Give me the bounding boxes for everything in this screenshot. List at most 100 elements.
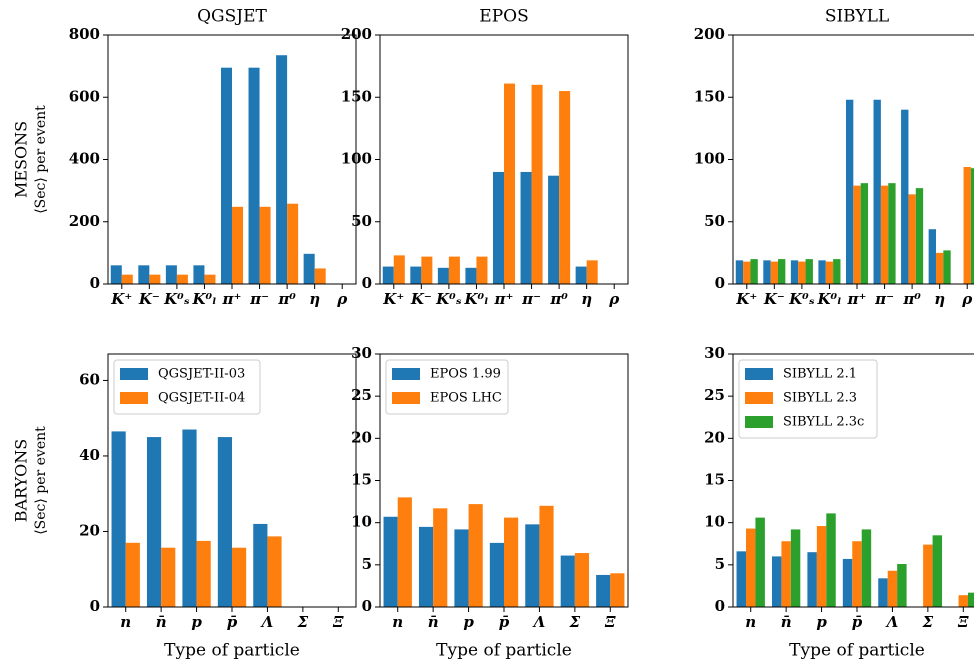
bar	[853, 185, 861, 284]
y-tick-label: 50	[704, 212, 725, 230]
x-tick-label: K⁺	[382, 290, 404, 308]
y-tick-label: 20	[704, 428, 725, 446]
bar	[575, 266, 587, 284]
x-tick-label: K⁰ₗ	[191, 290, 216, 308]
bar	[433, 508, 448, 607]
x-tick-label: p̄	[852, 613, 863, 631]
x-tick-label: η	[581, 290, 592, 308]
y-tick-label: 100	[694, 150, 725, 168]
y-tick-label: 20	[351, 428, 372, 446]
y-tick-label: 0	[90, 597, 100, 615]
bar	[963, 166, 971, 284]
bar	[111, 431, 126, 607]
bar	[833, 259, 841, 284]
legend-swatch	[745, 416, 773, 428]
x-tick-label: ρ	[336, 290, 348, 308]
y-axis-label: BARYONS	[12, 439, 31, 523]
bar	[437, 267, 449, 284]
bar	[928, 229, 936, 284]
x-tick-label: n	[120, 613, 131, 631]
bar	[476, 256, 488, 284]
bar	[932, 535, 943, 607]
legend-label: QGSJET-II-04	[158, 391, 245, 406]
y-axis-label: ⟨Sec⟩ per event	[33, 105, 49, 214]
legend-label: SIBYLL 2.3c	[783, 415, 864, 430]
x-tick-label: π⁰	[277, 290, 296, 308]
bar	[860, 183, 869, 284]
x-tick-label: π⁻	[249, 290, 269, 308]
x-tick-label: Σ	[569, 613, 581, 631]
bar	[743, 261, 751, 284]
y-axis-label: ⟨Sec⟩ per event	[33, 426, 49, 535]
bar	[382, 266, 394, 284]
axes-frame	[379, 353, 629, 608]
bar	[735, 260, 744, 284]
x-tick-label: p̄	[227, 613, 238, 631]
bar	[826, 513, 836, 607]
bar	[393, 255, 405, 284]
bar	[790, 529, 801, 607]
bar	[314, 268, 326, 284]
x-tick-label: K⁺	[735, 290, 757, 308]
legend-swatch	[120, 392, 148, 404]
bar	[968, 592, 974, 607]
y-tick-label: 5	[362, 555, 372, 573]
x-tick-label: K⁰ₛ	[163, 290, 190, 308]
y-tick-label: 0	[715, 597, 725, 615]
x-tick-label: p	[463, 613, 474, 631]
bar	[253, 523, 268, 607]
bar	[560, 555, 575, 607]
y-tick-label: 30	[704, 344, 725, 362]
bar	[287, 203, 299, 284]
chart-title: SIBYLL	[825, 7, 889, 27]
x-tick-label: Λ	[260, 613, 274, 631]
bar	[454, 529, 469, 607]
bar	[816, 526, 827, 607]
x-tick-label: Ξ	[604, 613, 616, 631]
bar	[110, 265, 122, 284]
legend-label: EPOS LHC	[430, 391, 502, 406]
y-tick-label: 0	[715, 274, 725, 292]
bar	[539, 505, 554, 607]
bar	[146, 437, 162, 607]
x-tick-label: Ξ	[957, 613, 969, 631]
bar	[410, 266, 422, 284]
y-tick-label: 150	[341, 87, 372, 105]
bar	[193, 265, 205, 284]
x-tick-label: π⁺	[222, 290, 242, 308]
legend-label: SIBYLL 2.3	[783, 391, 857, 406]
x-tick-label: η	[309, 290, 320, 308]
bar	[559, 91, 571, 285]
y-tick-label: 200	[69, 212, 100, 230]
x-tick-label: K⁺	[110, 290, 132, 308]
x-tick-label: K⁻	[410, 290, 432, 308]
x-tick-label: K⁰ₗ	[463, 290, 488, 308]
x-tick-label: n̄	[781, 613, 792, 631]
y-tick-label: 600	[69, 87, 100, 105]
bar	[943, 250, 951, 284]
bar	[778, 259, 786, 284]
bar	[970, 168, 974, 284]
bar	[610, 573, 625, 607]
bar	[574, 553, 590, 607]
bar	[915, 188, 924, 284]
bar	[383, 516, 398, 607]
bar	[908, 194, 916, 284]
bar	[897, 563, 907, 607]
y-tick-label: 10	[704, 513, 725, 531]
bar	[504, 83, 516, 285]
x-tick-label: ρ	[961, 290, 973, 308]
bar	[303, 253, 315, 284]
y-tick-label: 60	[79, 370, 100, 388]
legend-label: SIBYLL 2.1	[783, 367, 857, 382]
bar	[825, 261, 834, 284]
bar	[888, 183, 896, 284]
x-tick-label: n	[745, 613, 756, 631]
x-tick-label: π⁻	[874, 290, 894, 308]
bar	[880, 185, 889, 284]
x-tick-label: p	[816, 613, 827, 631]
y-tick-label: 15	[351, 471, 372, 489]
y-tick-label: 30	[351, 344, 372, 362]
bar	[165, 265, 177, 284]
chart-title: EPOS	[479, 7, 528, 27]
